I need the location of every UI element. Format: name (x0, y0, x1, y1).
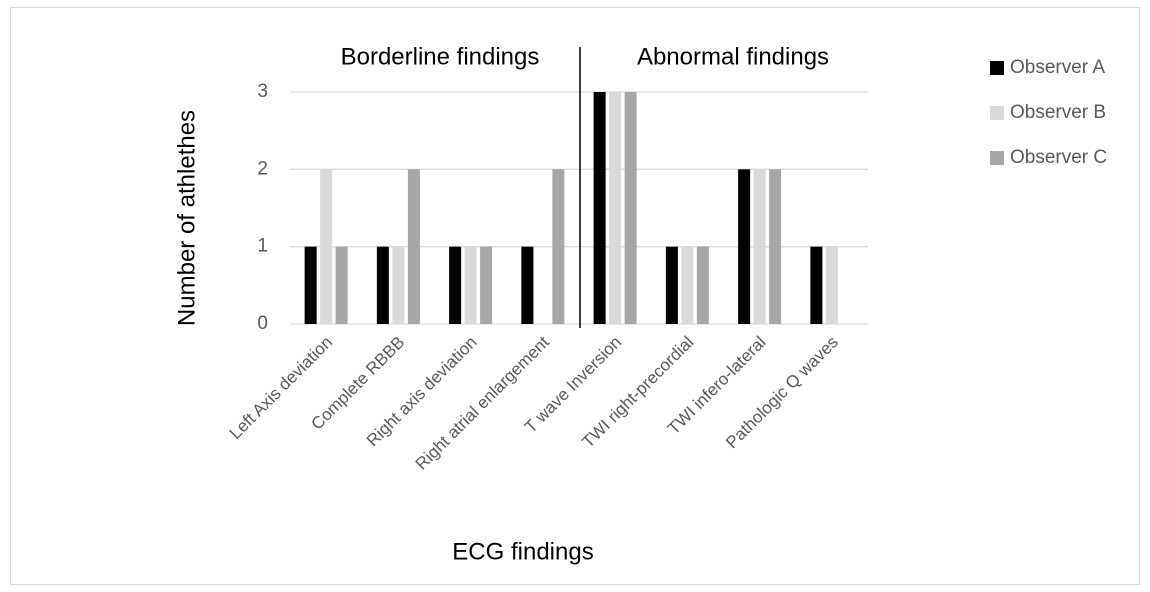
bar (738, 169, 751, 324)
bar (825, 246, 838, 324)
legend-label: Observer A (1010, 57, 1105, 78)
legend-swatch (990, 61, 1004, 75)
bar (480, 246, 493, 324)
bar (304, 246, 317, 324)
bar (407, 169, 420, 324)
section-label: Abnormal findings (637, 43, 829, 70)
bar (335, 246, 348, 324)
chart-frame (10, 7, 1140, 585)
y-axis-label: Number of athlethes (173, 110, 200, 326)
y-tick-label: 0 (257, 313, 268, 334)
y-tick-label: 1 (257, 236, 268, 257)
legend-label: Observer B (1010, 102, 1106, 123)
bar (769, 169, 782, 324)
y-tick-label: 2 (257, 158, 268, 179)
bar (521, 246, 534, 324)
y-tick-label: 3 (257, 81, 268, 102)
x-axis-label: ECG findings (452, 538, 593, 565)
legend-label: Observer C (1010, 147, 1107, 168)
legend-swatch (990, 106, 1004, 120)
section-label: Borderline findings (341, 43, 540, 70)
bar (593, 92, 606, 324)
bar (320, 169, 333, 324)
bar (392, 246, 405, 324)
bar (609, 92, 622, 324)
bar (681, 246, 694, 324)
bar (753, 169, 766, 324)
bar (464, 246, 477, 324)
bar (624, 92, 637, 324)
legend-swatch (990, 151, 1004, 165)
bar (376, 246, 389, 324)
bar (696, 246, 709, 324)
bar (810, 246, 823, 324)
bar (665, 246, 678, 324)
bar (552, 169, 565, 324)
bar (449, 246, 462, 324)
